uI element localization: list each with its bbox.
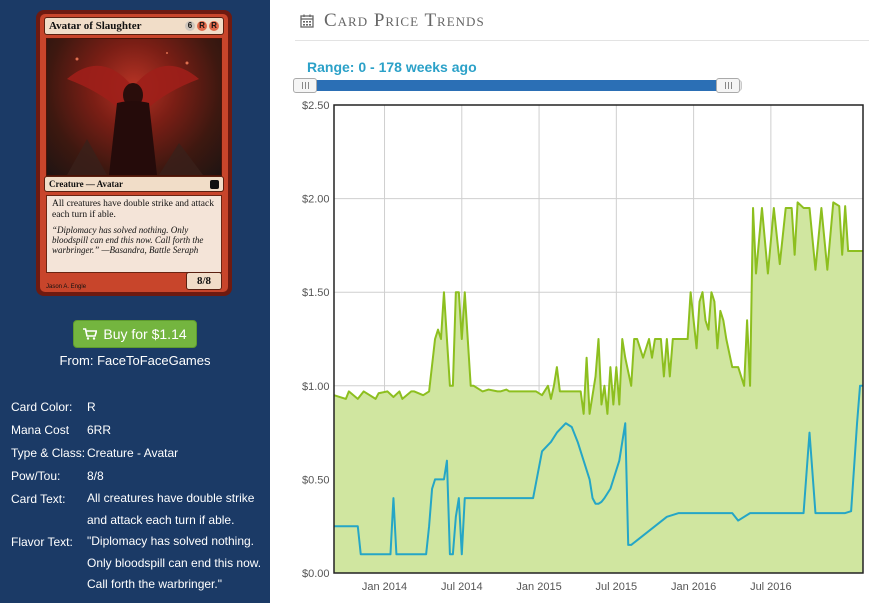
card-frame: Avatar of Slaughter 6 R R [40, 14, 228, 292]
card-mana-cost: 6 R R [185, 21, 219, 31]
card-artist: Jason A. Engle [46, 284, 87, 290]
card-type-line: Creature — Avatar [49, 179, 123, 189]
series-line-foil-price [334, 384, 863, 556]
card-text-box: All creatures have double strike and att… [46, 195, 222, 273]
set-symbol-icon [210, 179, 219, 189]
x-tick-label: Jan 2015 [516, 581, 561, 593]
x-tick-label: Jan 2016 [671, 581, 716, 593]
detail-label: Flavor Text: [11, 535, 73, 549]
y-tick-label: $1.00 [302, 381, 330, 393]
buy-button[interactable]: Buy for $1.14 [73, 320, 197, 348]
detail-value: Creature - Avatar [87, 446, 179, 460]
detail-value: "Diplomacy has solved nothing. Only bloo… [87, 534, 262, 591]
x-tick-label: Jan 2014 [362, 581, 407, 593]
detail-row-type: Type & Class: Creature - Avatar [11, 442, 263, 465]
detail-row-mana-cost: Mana Cost 6RR [11, 419, 263, 442]
card-power-toughness: 8/8 [186, 272, 222, 290]
detail-value: All creatures have double strike and att… [87, 491, 255, 527]
detail-label: Card Color: [11, 400, 73, 414]
plot-border [333, 104, 864, 574]
range-label: Range: 0 - 178 weeks ago [307, 59, 477, 75]
detail-label: Type & Class: [11, 446, 86, 460]
buy-source: From: FaceToFaceGames [0, 353, 270, 368]
y-tick-label: $0.00 [302, 568, 330, 580]
detail-row-color: Card Color: R [11, 396, 263, 419]
header-divider [295, 40, 869, 41]
card-flavor-text: “Diplomacy has solved nothing. Only bloo… [52, 225, 204, 255]
buy-source-store: FaceToFaceGames [97, 353, 211, 368]
range-slider[interactable] [293, 78, 742, 93]
section-title: Card Price Trends [324, 10, 485, 31]
detail-value: 8/8 [87, 469, 104, 483]
card-name: Avatar of Slaughter [49, 20, 142, 32]
y-axis-ticks: $0.00 $0.50 $1.00 $1.50 $2.00 $2.50 [302, 100, 330, 580]
detail-value: R [87, 400, 96, 414]
detail-value: 6RR [87, 423, 112, 437]
slider-handle-end[interactable] [716, 78, 740, 93]
x-axis-ticks: Jan 2014 Jul 2014 Jan 2015 Jul 2015 Jan 2016… [362, 581, 792, 593]
x-tick-label: Jul 2016 [750, 581, 792, 593]
card-artwork [46, 38, 222, 176]
x-tick-label: Jul 2014 [441, 581, 483, 593]
card-rules-text: All creatures have double strike and att… [52, 199, 214, 220]
slider-selected-range [305, 80, 728, 91]
avatar-illustration [67, 52, 203, 175]
card-name-bar: Avatar of Slaughter 6 R R [44, 17, 224, 35]
section-header: Card Price Trends [300, 10, 485, 32]
buy-button-label: Buy for $1.14 [103, 326, 187, 342]
detail-row-flavor-text: Flavor Text: "Diplomacy has solved nothi… [11, 531, 263, 596]
card-info-panel: Avatar of Slaughter 6 R R [0, 0, 270, 603]
slider-handle-start[interactable] [293, 78, 317, 93]
y-tick-label: $1.50 [302, 287, 330, 299]
card-image: Avatar of Slaughter 6 R R [36, 10, 232, 296]
mana-symbol-generic: 6 [185, 21, 195, 31]
detail-label: Pow/Tou: [11, 469, 61, 483]
x-tick-label: Jul 2015 [596, 581, 638, 593]
detail-row-card-text: Card Text: All creatures have double str… [11, 488, 263, 531]
price-trend-chart: $0.00$0.50$1.00$1.50$2.00$2.50 Jan 2014 J… [302, 100, 864, 593]
series-line-paper-price [333, 201, 863, 415]
detail-label: Mana Cost [11, 423, 70, 437]
card-details: Card Color: R Mana Cost 6RR Type & Class… [11, 396, 263, 596]
y-tick-label: $0.50 [302, 474, 330, 486]
detail-row-pow-tou: Pow/Tou: 8/8 [11, 465, 263, 488]
buy-source-label: From: [59, 353, 94, 368]
y-tick-label: $2.00 [302, 194, 330, 206]
cart-icon [83, 328, 98, 340]
detail-label: Card Text: [11, 492, 66, 506]
y-tick-label: $2.50 [302, 100, 330, 112]
price-fill-area [334, 202, 863, 573]
mana-symbol-red: R [197, 21, 207, 31]
card-type-bar: Creature — Avatar [44, 176, 224, 192]
mana-symbol-red: R [209, 21, 219, 31]
calendar-icon [300, 14, 314, 28]
